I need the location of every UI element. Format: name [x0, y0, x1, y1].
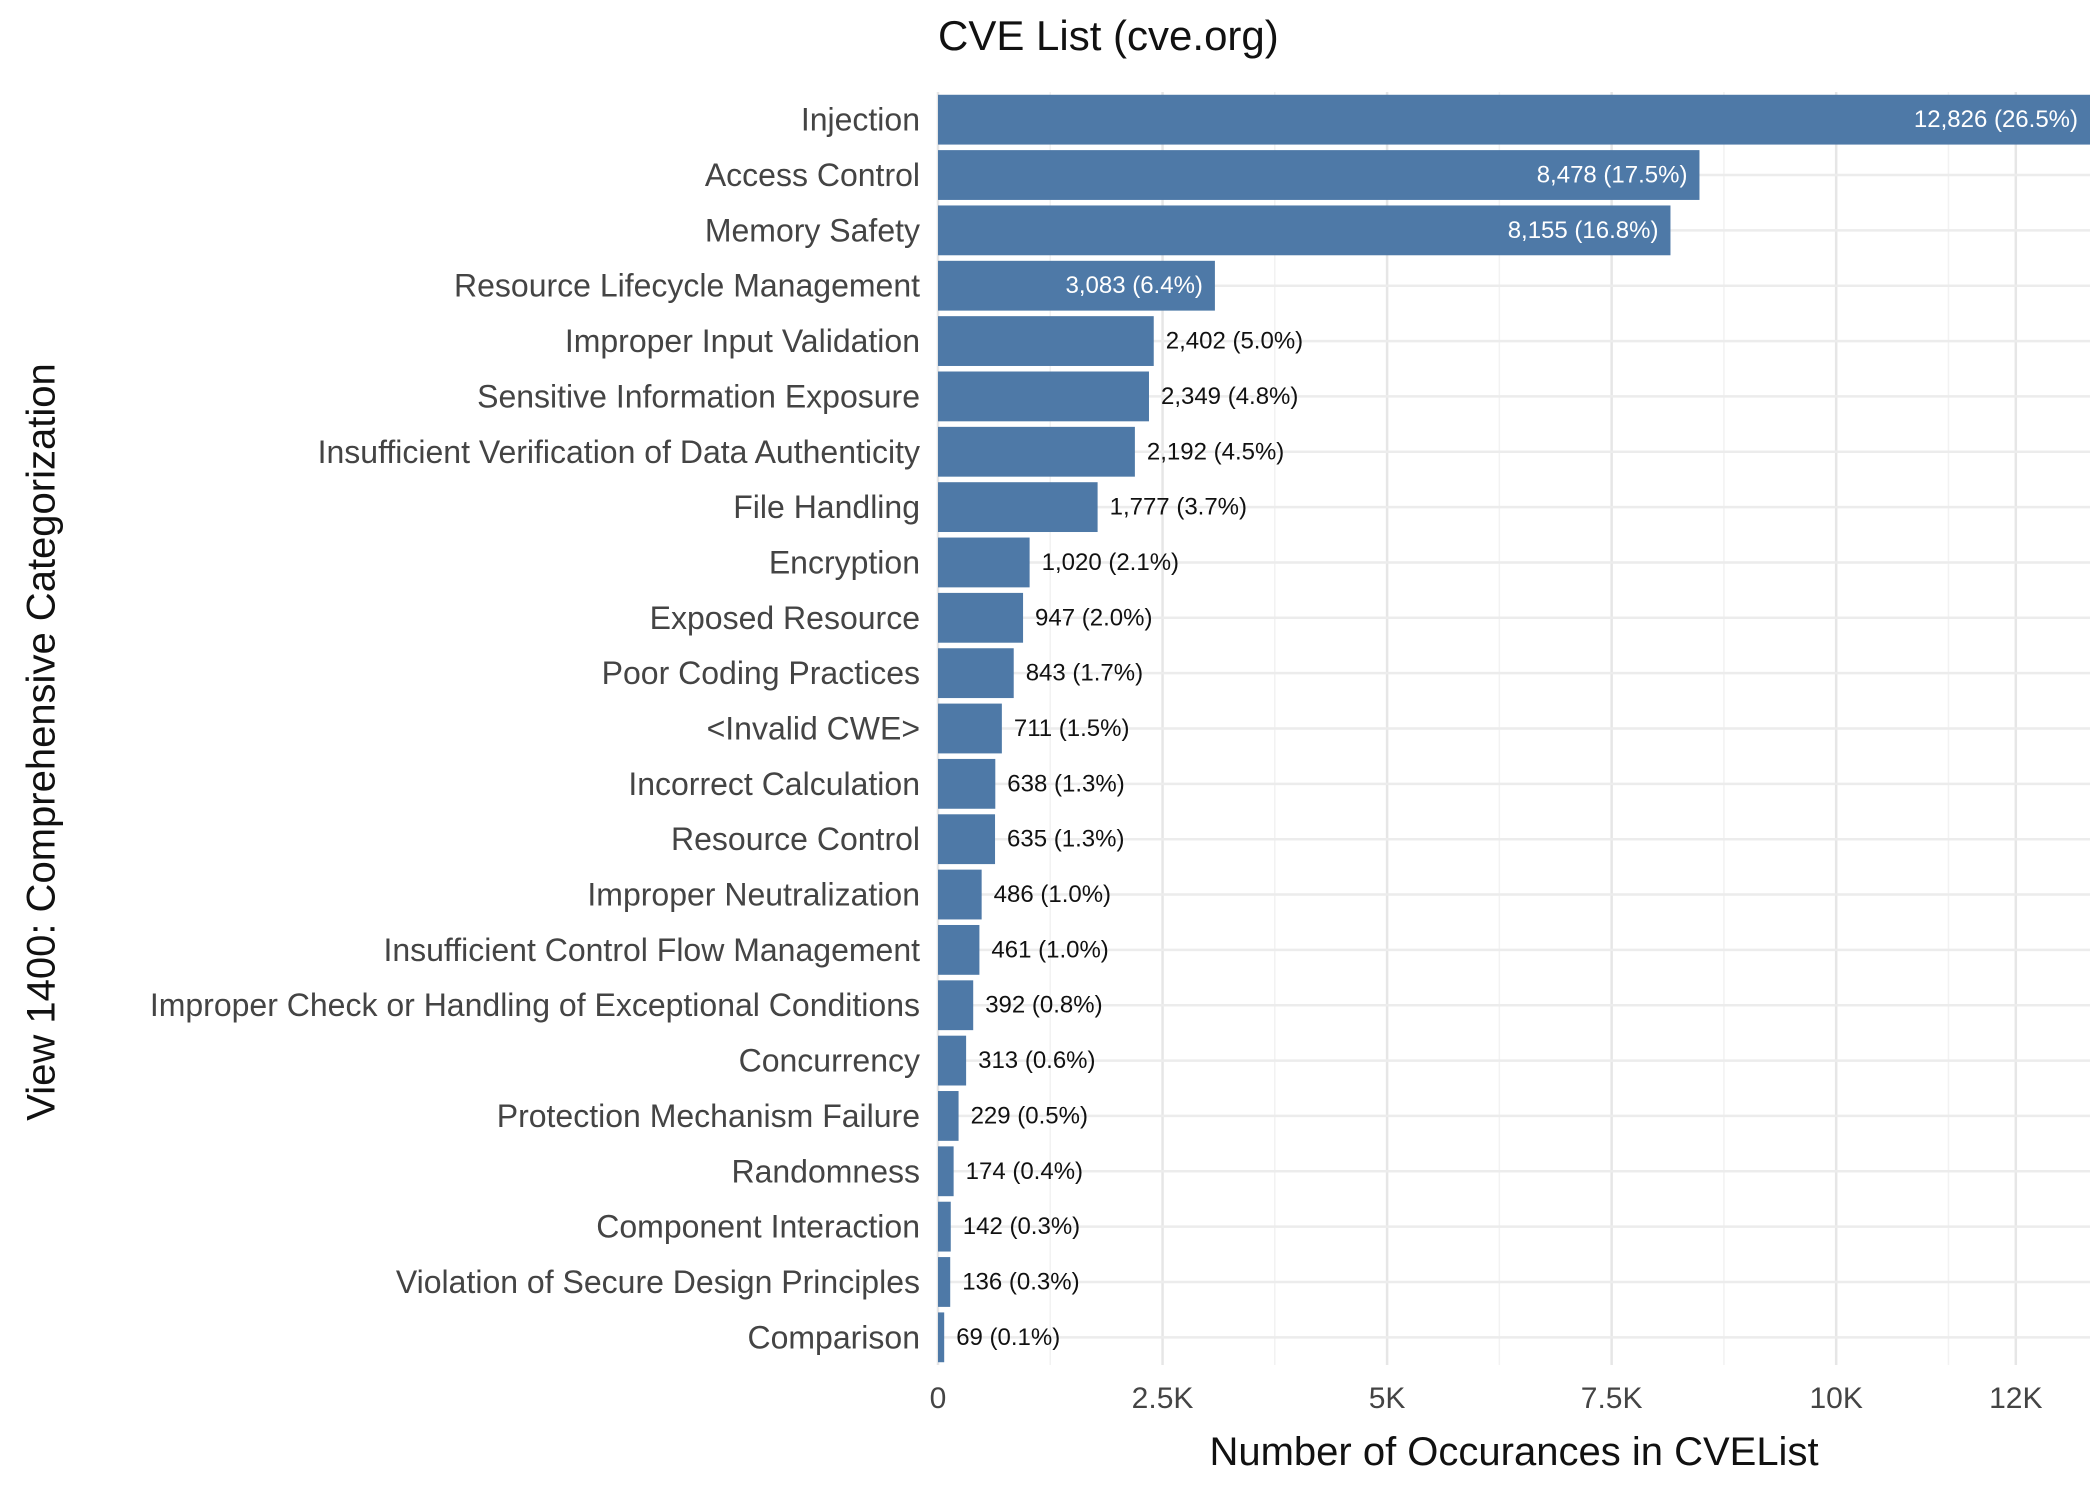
data-label: 638 (1.3%)	[1007, 770, 1124, 797]
category-label: Insufficient Control Flow Management	[383, 932, 920, 968]
bar	[938, 150, 1700, 200]
category-label: Randomness	[731, 1153, 920, 1189]
bar	[938, 1312, 945, 1363]
data-label: 3,083 (6.4%)	[1065, 272, 1202, 299]
bar	[938, 980, 974, 1031]
data-label: 635 (1.3%)	[1007, 826, 1124, 853]
category-label: Memory Safety	[705, 212, 920, 248]
chart-title: CVE List (cve.org)	[938, 12, 1279, 59]
bar	[938, 426, 1135, 477]
bar	[938, 205, 1671, 256]
category-label: File Handling	[733, 489, 920, 525]
category-label: Poor Coding Practices	[602, 655, 920, 691]
data-label: 229 (0.5%)	[971, 1102, 1088, 1129]
category-label: Concurrency	[739, 1043, 920, 1079]
bar	[938, 1257, 951, 1307]
category-label: <Invalid CWE>	[707, 711, 920, 747]
data-label: 8,478 (17.5%)	[1537, 162, 1688, 189]
bars	[938, 94, 2090, 1363]
x-tick-labels: 0 2.5K 5K 7.5K 10K 12K	[930, 1382, 2043, 1415]
x-tick-label: 12K	[1989, 1382, 2042, 1415]
category-label: Resource Lifecycle Management	[454, 268, 920, 304]
data-label: 2,402 (5.0%)	[1166, 328, 1303, 355]
bar	[938, 94, 2090, 145]
bar	[938, 814, 996, 865]
category-label: Insufficient Verification of Data Authen…	[318, 434, 920, 470]
category-label: Sensitive Information Exposure	[477, 378, 920, 414]
category-label: Incorrect Calculation	[628, 766, 920, 802]
data-label: 313 (0.6%)	[978, 1047, 1095, 1074]
bar	[938, 592, 1024, 643]
x-tick-label: 2.5K	[1132, 1382, 1194, 1415]
bar	[938, 869, 982, 920]
category-label: Encryption	[769, 544, 920, 580]
bar	[938, 260, 1215, 311]
bar	[938, 1035, 967, 1086]
category-label: Injection	[801, 102, 920, 138]
data-label: 392 (0.8%)	[985, 992, 1102, 1019]
data-label: 8,155 (16.8%)	[1508, 217, 1659, 244]
data-label: 843 (1.7%)	[1026, 660, 1143, 687]
category-label: Protection Mechanism Failure	[497, 1098, 920, 1134]
category-label: Improper Check or Handling of Exceptiona…	[150, 987, 920, 1023]
bar	[938, 482, 1098, 533]
x-axis-label: Number of Occurances in CVEList	[1209, 1430, 1819, 1474]
y-axis-label: View 1400: Comprehensive Categorization	[19, 363, 64, 1121]
data-label: 486 (1.0%)	[994, 881, 1111, 908]
data-labels: 12,826 (26.5%) 8,478 (17.5%) 8,155 (16.8%)…	[956, 106, 2078, 1351]
data-label: 1,777 (3.7%)	[1110, 494, 1247, 521]
bar	[938, 648, 1014, 699]
bar	[938, 758, 996, 809]
bar	[938, 537, 1030, 588]
category-label: Component Interaction	[596, 1209, 920, 1245]
category-labels: Injection Access Control Memory Safety Reso…	[150, 102, 920, 1356]
data-label: 711 (1.5%)	[1014, 715, 1130, 742]
x-tick-label: 5K	[1369, 1382, 1406, 1415]
bar	[938, 1091, 959, 1141]
x-tick-label: 10K	[1809, 1382, 1862, 1415]
category-label: Resource Control	[671, 821, 920, 857]
bar	[938, 1201, 951, 1252]
data-label: 2,349 (4.8%)	[1161, 383, 1298, 410]
data-label: 142 (0.3%)	[963, 1213, 1080, 1240]
data-label: 69 (0.1%)	[956, 1324, 1060, 1351]
x-tick-label: 0	[930, 1382, 947, 1415]
category-label: Improper Neutralization	[587, 877, 920, 913]
category-label: Access Control	[705, 157, 920, 193]
data-label: 136 (0.3%)	[962, 1268, 1079, 1295]
category-label: Violation of Secure Design Principles	[396, 1264, 920, 1300]
category-label: Improper Input Validation	[565, 323, 920, 359]
data-label: 1,020 (2.1%)	[1042, 549, 1179, 576]
data-label: 2,192 (4.5%)	[1147, 438, 1284, 465]
x-tick-label: 7.5K	[1581, 1382, 1643, 1415]
bar	[938, 703, 1002, 754]
category-label: Exposed Resource	[650, 600, 920, 636]
bar	[938, 1146, 954, 1197]
category-label: Comparison	[747, 1319, 920, 1355]
data-label: 174 (0.4%)	[966, 1158, 1083, 1185]
data-label: 12,826 (26.5%)	[1914, 106, 2078, 133]
data-label: 461 (1.0%)	[991, 936, 1108, 963]
bar	[938, 316, 1154, 366]
bar	[938, 924, 980, 975]
data-label: 947 (2.0%)	[1035, 604, 1152, 631]
bar	[938, 371, 1149, 422]
